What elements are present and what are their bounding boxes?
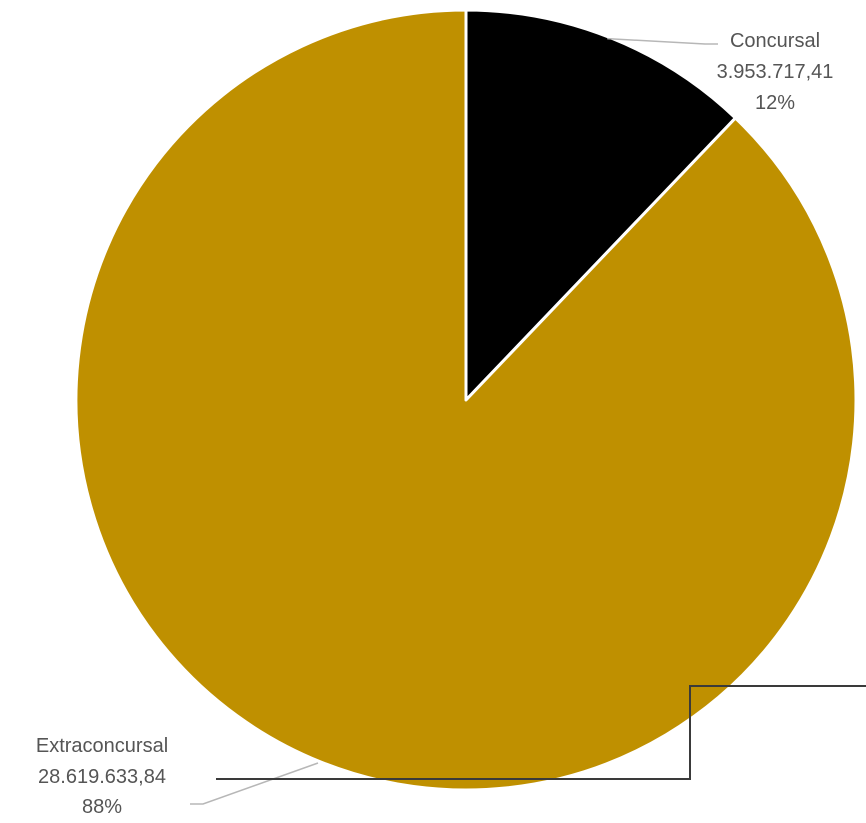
pie-slices <box>74 8 858 792</box>
slice-label-concursal-value: 3.953.717,41 <box>717 61 834 83</box>
connector-overlay-line <box>216 685 866 780</box>
connector-overlay <box>216 685 866 780</box>
slice-labels: Concursal 3.953.717,41 12% Extraconcursa… <box>36 30 834 818</box>
leader-line-extraconcursal <box>190 762 319 805</box>
slice-label-extraconcursal-name: Extraconcursal <box>36 735 168 757</box>
slice-label-extraconcursal-value: 28.619.633,84 <box>38 766 166 788</box>
pie-slice-extraconcursal <box>74 8 858 792</box>
slice-label-concursal-name: Concursal <box>730 30 820 52</box>
slice-label-concursal-percent: 12% <box>755 92 795 114</box>
leader-lines <box>190 37 718 805</box>
slice-label-extraconcursal-percent: 88% <box>82 796 122 818</box>
leader-line-concursal <box>607 37 718 45</box>
